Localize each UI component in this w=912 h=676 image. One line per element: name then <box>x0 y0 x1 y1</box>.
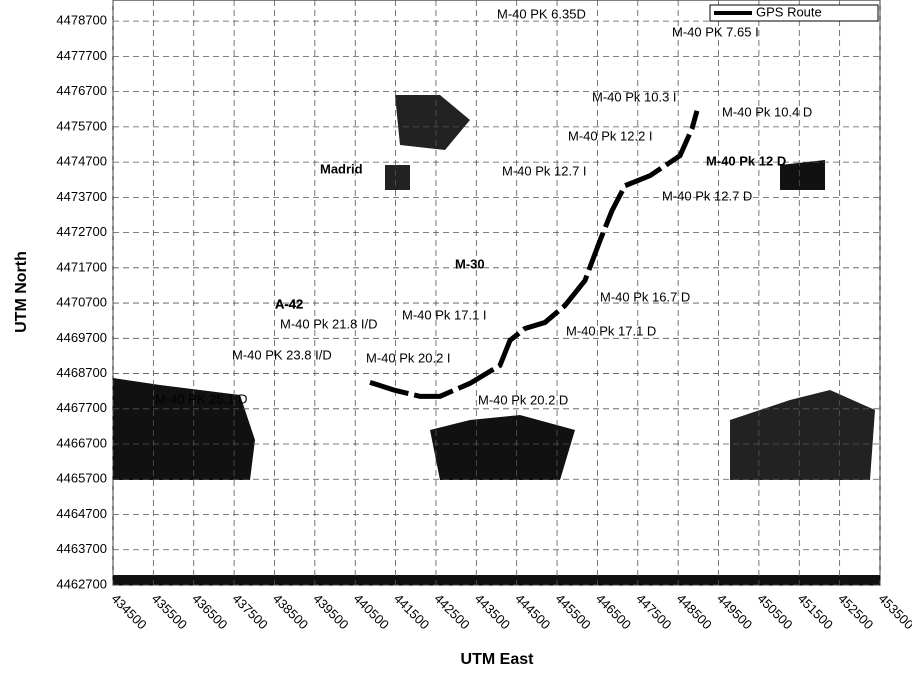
status-bar <box>113 575 880 585</box>
route-annotation: M-40 Pk 12.2 I <box>568 128 653 143</box>
y-tick-label: 4468700 <box>56 365 107 380</box>
urban-area <box>780 160 825 190</box>
y-tick-label: 4470700 <box>56 295 107 310</box>
route-annotation: M-40 PK 25.1 D <box>155 391 248 406</box>
route-annotation: M-40 Pk 12.7 I <box>502 163 587 178</box>
x-tick-label: 453500 <box>875 591 912 632</box>
urban-area <box>430 415 575 480</box>
route-annotation: M-40 PK 6.35D <box>497 6 586 21</box>
y-tick-label: 4473700 <box>56 189 107 204</box>
x-tick-label: 436500 <box>189 591 230 632</box>
x-tick-label: 438500 <box>270 591 311 632</box>
x-tick-label: 450500 <box>754 591 795 632</box>
y-tick-label: 4474700 <box>56 154 107 169</box>
y-tick-label: 4478700 <box>56 13 107 28</box>
x-tick-label: 445500 <box>553 591 594 632</box>
x-tick-label: 441500 <box>391 591 432 632</box>
route-annotation: M-40 Pk 21.8 I/D <box>280 316 378 331</box>
y-tick-label: 4472700 <box>56 224 107 239</box>
route-annotation: M-40 Pk 17.1 I <box>402 307 487 322</box>
route-annotation: M-40 Pk 20.2 I <box>366 350 451 365</box>
route-annotation: M-40 Pk 10.3 I <box>592 89 677 104</box>
route-annotation: M-40 Pk 17.1 D <box>566 323 656 338</box>
route-annotation: M-40 Pk 12 D <box>706 153 786 168</box>
x-tick-label: 452500 <box>835 591 876 632</box>
urban-area <box>385 165 410 190</box>
y-tick-label: 4462700 <box>56 576 107 591</box>
x-tick-label: 449500 <box>714 591 755 632</box>
x-tick-label: 448500 <box>674 591 715 632</box>
y-tick-label: 4464700 <box>56 506 107 521</box>
y-tick-label: 4477700 <box>56 48 107 63</box>
route-annotation: M-40 Pk 12.7 D <box>662 188 752 203</box>
y-tick-label: 4467700 <box>56 400 107 415</box>
x-tick-label: 443500 <box>472 591 513 632</box>
plot-area <box>113 0 880 585</box>
y-tick-label: 4465700 <box>56 471 107 486</box>
x-tick-label: 446500 <box>593 591 634 632</box>
y-axis-title: UTM North <box>13 251 30 333</box>
x-tick-label: 442500 <box>431 591 472 632</box>
route-annotation: M-40 PK 23.8 I/D <box>232 347 332 362</box>
map-label: A-42 <box>275 296 303 311</box>
y-tick-label: 4475700 <box>56 118 107 133</box>
x-axis-title: UTM East <box>461 651 535 668</box>
map-label: M-30 <box>455 256 485 271</box>
map-label: Madrid <box>320 161 363 176</box>
legend: GPS Route <box>710 4 878 21</box>
map-background <box>113 0 880 585</box>
x-tick-label: 440500 <box>351 591 392 632</box>
route-annotation: M-40 PK 7.65 I <box>672 24 759 39</box>
x-tick-label: 435500 <box>149 591 190 632</box>
y-tick-label: 4469700 <box>56 330 107 345</box>
y-tick-label: 4476700 <box>56 83 107 98</box>
y-tick-label: 4466700 <box>56 435 107 450</box>
route-annotation: M-40 Pk 16.7 D <box>600 289 690 304</box>
map-chart: UTM North UTM East 4462700 4463700 4464700… <box>0 0 912 676</box>
x-tick-label: 447500 <box>633 591 674 632</box>
y-tick-label: 4463700 <box>56 541 107 556</box>
x-tick-label: 437500 <box>230 591 271 632</box>
legend-label: GPS Route <box>756 4 822 19</box>
y-tick-label: 4471700 <box>56 259 107 274</box>
route-annotation: M-40 Pk 20.2 D <box>478 392 568 407</box>
route-annotation: M-40 Pk 10.4 D <box>722 104 812 119</box>
x-tick-label: 434500 <box>108 591 149 632</box>
x-tick-label: 444500 <box>512 591 553 632</box>
x-tick-label: 439500 <box>310 591 351 632</box>
x-tick-label: 451500 <box>795 591 836 632</box>
